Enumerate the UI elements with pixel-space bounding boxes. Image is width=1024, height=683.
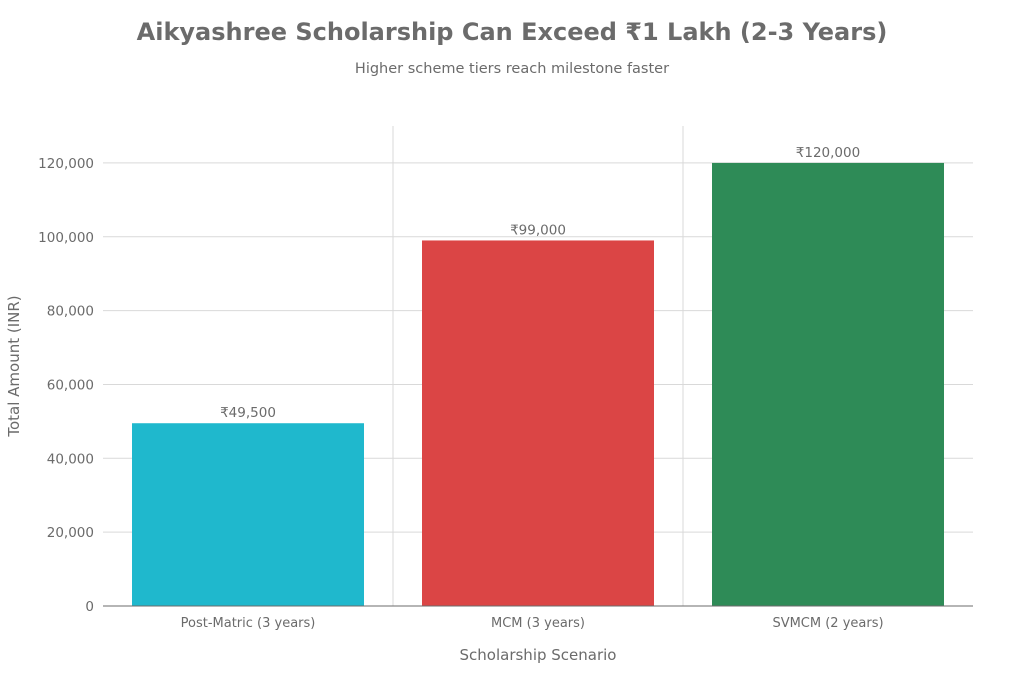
bar bbox=[712, 162, 944, 606]
y-tick-label: 80,000 bbox=[47, 304, 94, 320]
y-axis-title: Total Amount (INR) bbox=[5, 295, 23, 437]
y-tick-label: 120,000 bbox=[38, 156, 94, 172]
x-tick-label: SVMCM (2 years) bbox=[772, 616, 883, 631]
x-axis-title: Scholarship Scenario bbox=[460, 646, 617, 664]
y-tick-label: 60,000 bbox=[47, 377, 94, 393]
x-tick-label: Post-Matric (3 years) bbox=[181, 616, 316, 631]
bar bbox=[422, 240, 654, 606]
y-tick-label: 0 bbox=[85, 599, 94, 615]
chart-title: Aikyashree Scholarship Can Exceed ₹1 Lak… bbox=[136, 18, 888, 46]
bar-data-label: ₹99,000 bbox=[510, 222, 566, 238]
bar bbox=[132, 423, 364, 606]
bar-data-label: ₹49,500 bbox=[220, 405, 276, 421]
y-tick-label: 40,000 bbox=[47, 451, 94, 467]
x-tick-label: MCM (3 years) bbox=[491, 616, 585, 631]
chart-subtitle: Higher scheme tiers reach milestone fast… bbox=[354, 61, 670, 77]
bars-layer bbox=[132, 162, 944, 606]
bar-data-label: ₹120,000 bbox=[796, 145, 860, 161]
labels-layer: 0 20,000 40,000 60,000 80,000 100,000 120,000 ₹… bbox=[38, 145, 883, 631]
y-tick-label: 20,000 bbox=[47, 525, 94, 541]
y-tick-label: 100,000 bbox=[38, 230, 94, 246]
